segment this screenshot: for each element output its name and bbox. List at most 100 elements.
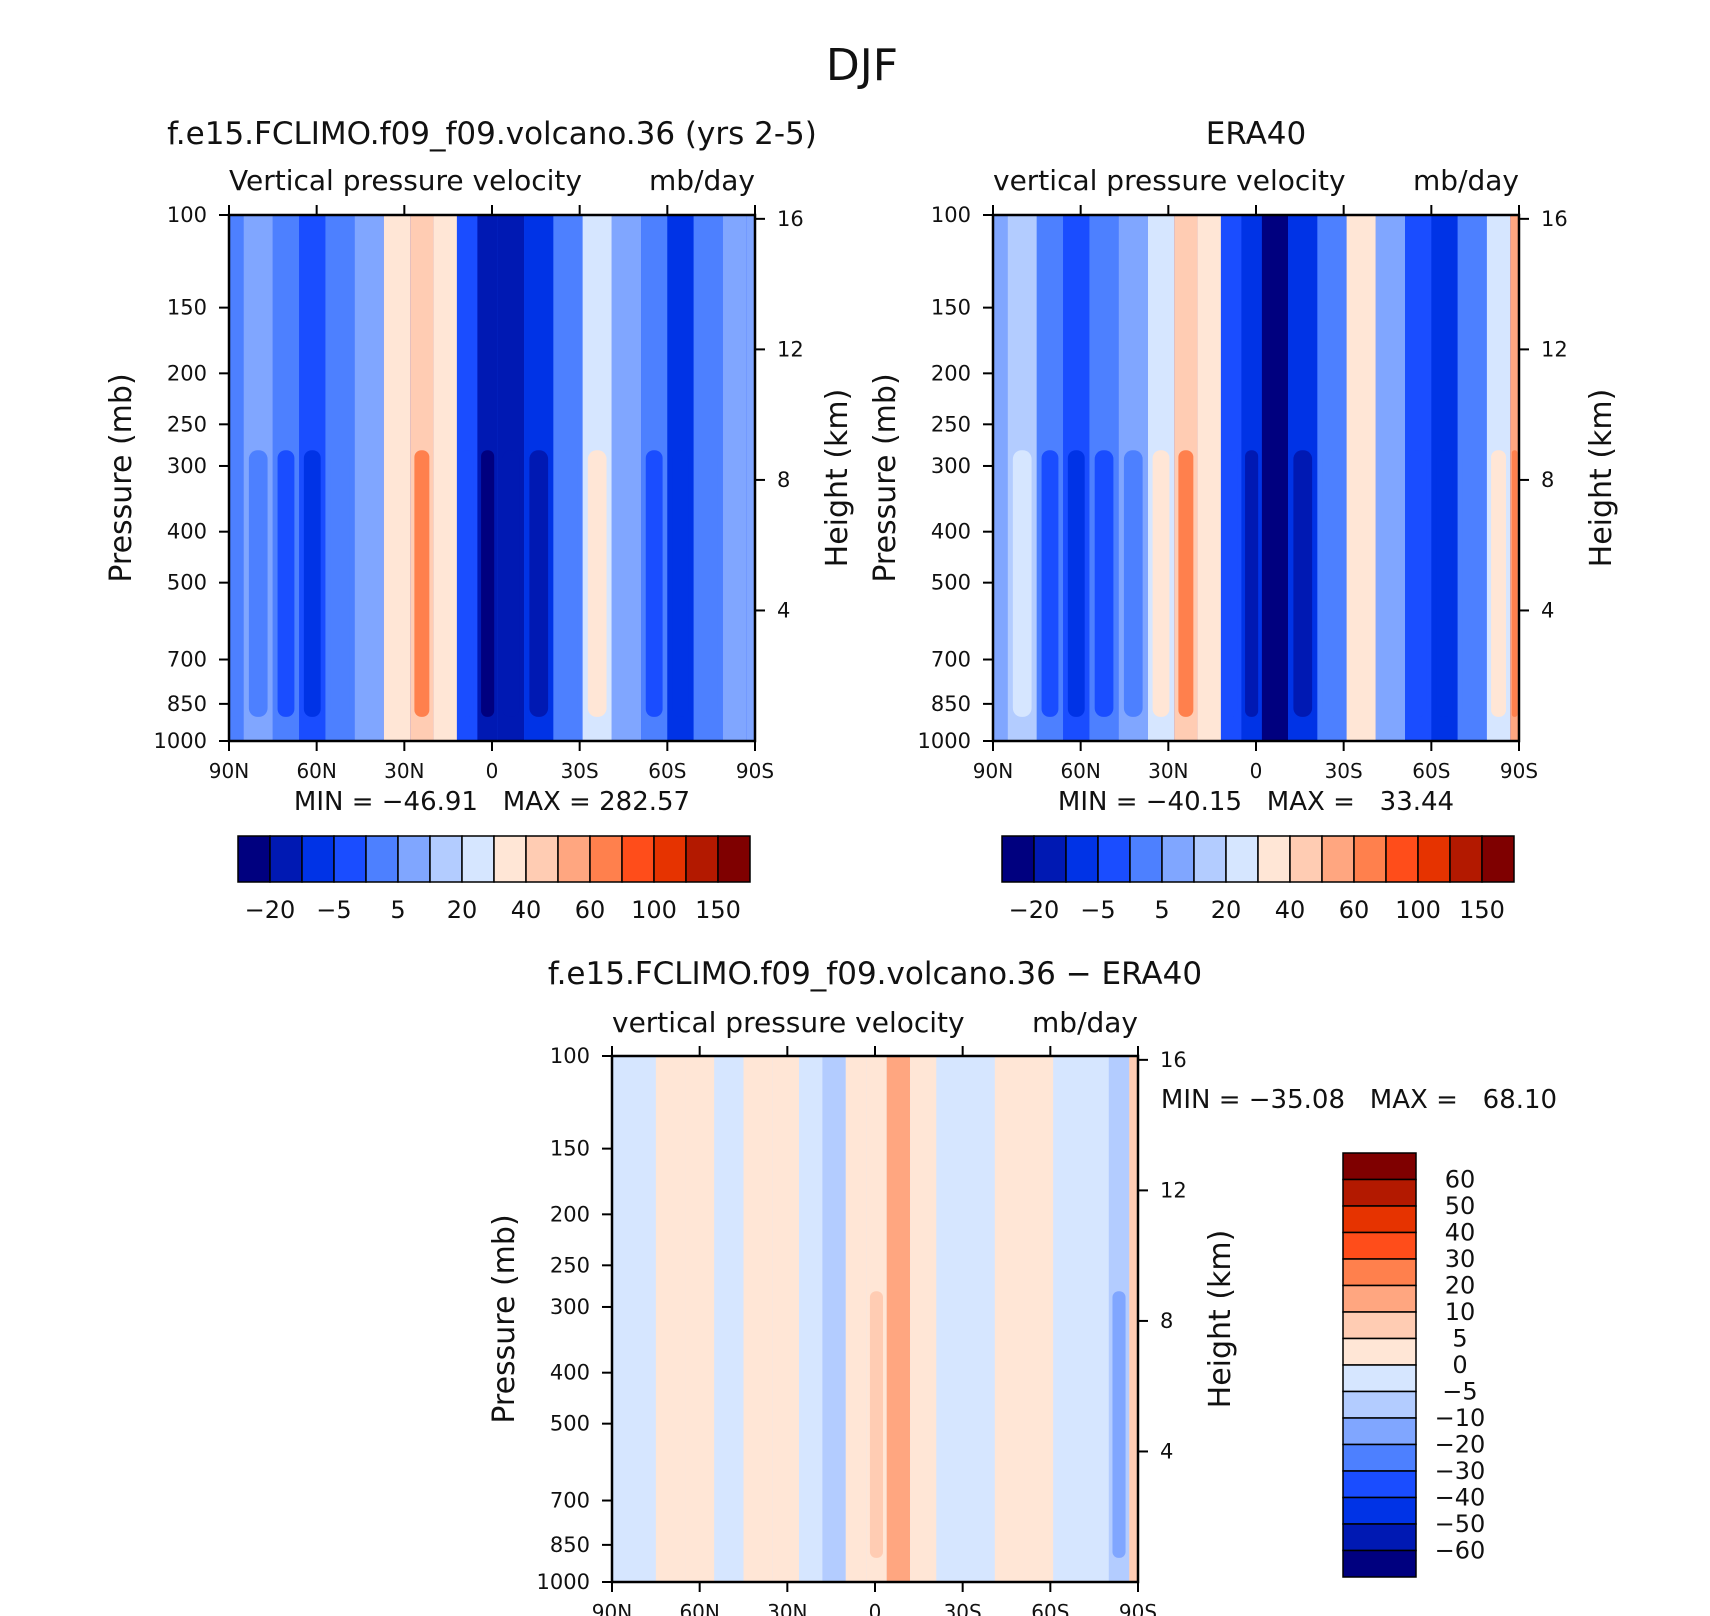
contour-core <box>437 450 453 717</box>
colorbar-box <box>1342 1337 1417 1366</box>
panel-title: ERA40 <box>1206 116 1307 152</box>
y-tick-label: 100 <box>550 1044 590 1068</box>
colorbar-box <box>237 835 271 883</box>
colorbar-box <box>1257 835 1291 883</box>
colorbar-label: 20 <box>447 896 478 924</box>
contour-core <box>826 1291 842 1558</box>
x-tick-label: 60N <box>296 759 336 783</box>
contour-core <box>645 450 663 717</box>
colorbar-box <box>1342 1284 1417 1313</box>
panel-title: f.e15.FCLIMO.f09_f09.volcano.36 (yrs 2-5… <box>167 116 817 152</box>
contour-core <box>1322 450 1342 717</box>
y-right-tick-label: 4 <box>777 598 790 622</box>
contour-core <box>617 450 636 717</box>
colorbar-box <box>1342 1443 1417 1472</box>
contour-core <box>1266 450 1284 717</box>
contour-core <box>359 450 379 717</box>
colorbar-box <box>333 835 367 883</box>
x-tick-label: 60N <box>1060 759 1100 783</box>
colorbar-label: 5 <box>1452 1325 1467 1353</box>
y-tick-label: 150 <box>167 296 207 320</box>
colorbar-label: 0 <box>1452 1351 1467 1379</box>
contour-core <box>631 1291 651 1558</box>
colorbar-box <box>1342 1417 1417 1446</box>
contour-core <box>1112 1291 1126 1558</box>
colorbar-label: −5 <box>1442 1378 1477 1406</box>
colorbar-box <box>1417 835 1451 883</box>
x-tick-label: 60S <box>648 759 686 783</box>
x-tick-label: 90S <box>1119 1600 1157 1616</box>
colorbar-box <box>1342 1258 1417 1287</box>
colorbar-box <box>589 835 623 883</box>
colorbar-label: 20 <box>1445 1272 1476 1300</box>
y-tick-label: 400 <box>167 520 207 544</box>
colorbar-box <box>429 835 463 883</box>
contour-core <box>661 1291 680 1558</box>
x-tick-label: 0 <box>869 1600 882 1616</box>
contour-core <box>1152 450 1170 717</box>
colorbar-box <box>1385 835 1419 883</box>
contour-core <box>303 450 321 717</box>
colorbar-label: 10 <box>1445 1298 1476 1326</box>
x-tick-label: 0 <box>486 759 499 783</box>
x-tick-label: 90S <box>1500 759 1538 783</box>
contour-core <box>529 450 549 717</box>
colorbar-label: 20 <box>1211 896 1242 924</box>
y-tick-label: 500 <box>550 1412 590 1436</box>
contour-core <box>330 450 350 717</box>
colorbar-box <box>1225 835 1259 883</box>
colorbar-label: −20 <box>245 896 296 924</box>
contour-core <box>1351 450 1371 717</box>
colorbar-box <box>1161 835 1195 883</box>
y-tick-label: 150 <box>550 1137 590 1161</box>
contour-core <box>1012 450 1032 717</box>
y-tick-label: 400 <box>931 520 971 544</box>
y-axis-label: Pressure (mb) <box>868 373 903 582</box>
contour-core <box>388 450 406 717</box>
y-tick-label: 100 <box>931 203 971 227</box>
colorbar: −20 −5 5 20 40 60 100 150 <box>237 835 751 924</box>
y-right-axis-label: Height (km) <box>1584 389 1619 568</box>
x-tick-label: 30N <box>1148 759 1188 783</box>
colorbar-label: −5 <box>1080 896 1115 924</box>
y-tick-label: 250 <box>931 412 971 436</box>
y-tick-label: 700 <box>931 648 971 672</box>
colorbar-label: −50 <box>1435 1510 1486 1538</box>
colorbar-box <box>1342 1231 1417 1260</box>
x-tick-label: 30N <box>384 759 424 783</box>
min-max-stats: MIN = −46.91 MAX = 282.57 <box>294 787 690 817</box>
colorbar-label: 60 <box>1445 1166 1476 1194</box>
colorbar-box <box>269 835 303 883</box>
contour-core <box>1094 450 1114 717</box>
colorbar-box <box>1481 835 1515 883</box>
y-right-tick-label: 12 <box>1541 337 1568 361</box>
figure-title: DJF <box>826 40 898 91</box>
contour-core <box>748 1291 768 1558</box>
contour-core <box>277 450 295 717</box>
colorbar-box <box>1342 1311 1417 1340</box>
x-tick-label: 90S <box>736 759 774 783</box>
y-right-tick-label: 16 <box>1160 1048 1187 1072</box>
y-tick-label: 300 <box>931 454 971 478</box>
y-axis-label: Pressure (mb) <box>487 1214 522 1423</box>
colorbar-box <box>1342 1523 1417 1552</box>
contour-core <box>1511 450 1518 717</box>
y-tick-label: 500 <box>931 571 971 595</box>
colorbar-box <box>685 835 719 883</box>
contour-core <box>414 450 430 717</box>
colorbar-label: 40 <box>511 896 542 924</box>
contour-core <box>890 1291 906 1558</box>
contour-core <box>481 450 495 717</box>
contour-core <box>727 450 743 717</box>
x-tick-label: 60N <box>679 1600 719 1616</box>
contour-core <box>1293 450 1313 717</box>
colorbar: −20 −5 5 20 40 60 100 150 <box>1001 835 1515 924</box>
panel-1: 100150200250300400500700850100016128490N… <box>104 116 855 924</box>
contour-core <box>1381 450 1400 717</box>
y-axis-label: Pressure (mb) <box>104 373 139 582</box>
contour-core <box>1224 450 1238 717</box>
y-right-axis-label: Height (km) <box>820 389 855 568</box>
colorbar-box <box>1342 1496 1417 1525</box>
y-tick-label: 200 <box>931 361 971 385</box>
y-tick-label: 100 <box>167 203 207 227</box>
